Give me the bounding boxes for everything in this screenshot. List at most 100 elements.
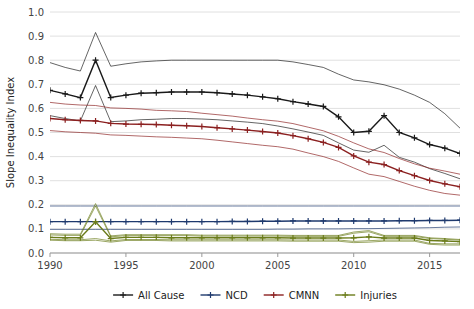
legend-marker: [342, 292, 348, 298]
point: [320, 218, 326, 224]
y-tick-label: 0.5: [28, 127, 44, 138]
series: [50, 204, 460, 245]
point: [305, 235, 311, 241]
axes: 0.00.10.20.30.40.50.60.70.80.91.01990199…: [5, 7, 460, 272]
point: [275, 218, 281, 224]
point: [427, 142, 433, 148]
point: [108, 219, 114, 225]
y-tick-label: 0.1: [28, 223, 44, 234]
legend-item: All Cause: [113, 290, 184, 301]
point: [336, 144, 342, 150]
point: [396, 130, 402, 136]
point: [199, 219, 205, 225]
point: [336, 235, 342, 241]
point: [214, 90, 220, 96]
point: [305, 136, 311, 142]
point: [77, 117, 83, 123]
series-line: [50, 222, 460, 242]
point: [93, 219, 99, 225]
point: [290, 133, 296, 139]
y-tick-label: 0.2: [28, 199, 44, 210]
point: [153, 234, 159, 240]
point: [50, 116, 53, 122]
point: [427, 237, 433, 243]
grid-line: [50, 36, 460, 37]
x-tick-label: 2015: [417, 260, 442, 271]
point: [62, 219, 68, 225]
point: [366, 159, 372, 165]
y-axis-label: Slope Inequality Index: [5, 77, 16, 188]
point: [320, 139, 326, 145]
point: [381, 235, 387, 241]
point: [138, 219, 144, 225]
point: [351, 130, 357, 136]
y-tick-label: 0.7: [28, 79, 44, 90]
x-tick: [201, 253, 202, 257]
point: [77, 235, 83, 241]
point: [457, 239, 460, 245]
point: [123, 121, 129, 127]
point: [320, 235, 326, 241]
legend-marker: [271, 292, 277, 298]
point: [62, 235, 68, 241]
point: [351, 218, 357, 224]
point: [77, 219, 83, 225]
point: [411, 218, 417, 224]
y-tick-label: 0.9: [28, 31, 44, 42]
point: [411, 173, 417, 179]
point: [290, 99, 296, 105]
point: [381, 113, 387, 119]
point: [168, 235, 174, 241]
point: [381, 218, 387, 224]
point: [442, 181, 448, 187]
point: [199, 123, 205, 129]
point: [442, 145, 448, 151]
point: [442, 238, 448, 244]
x-tick-label: 2005: [265, 260, 290, 271]
interval-line: [50, 86, 460, 179]
point: [336, 218, 342, 224]
point: [442, 217, 448, 223]
x-axis-line: [50, 253, 460, 254]
point: [138, 234, 144, 240]
x-tick: [125, 253, 126, 257]
point: [457, 184, 460, 190]
x-tick: [50, 253, 51, 257]
point: [244, 92, 250, 98]
point: [62, 91, 68, 97]
point: [199, 89, 205, 95]
point: [199, 235, 205, 241]
x-tick: [353, 253, 354, 257]
legend-item: CMNN: [264, 290, 320, 301]
point: [260, 235, 266, 241]
grid-line: [50, 253, 460, 254]
plot-area: [50, 32, 460, 245]
point: [184, 235, 190, 241]
legend-label: NCD: [226, 290, 248, 301]
interval-line: [50, 102, 460, 174]
y-tick-label: 0.3: [28, 175, 44, 186]
point: [229, 218, 235, 224]
point: [244, 218, 250, 224]
point: [214, 125, 220, 131]
interval-line: [50, 206, 460, 207]
point: [260, 94, 266, 100]
point: [93, 57, 99, 63]
point: [229, 126, 235, 132]
x-tick-label: 2010: [341, 260, 366, 271]
point: [427, 217, 433, 223]
point: [290, 218, 296, 224]
point: [396, 168, 402, 174]
point: [366, 234, 372, 240]
point: [108, 236, 114, 242]
point: [290, 235, 296, 241]
interval-line: [50, 32, 460, 128]
point: [138, 121, 144, 127]
grid-line: [50, 12, 460, 13]
point: [336, 114, 342, 120]
point: [123, 234, 129, 240]
point: [305, 218, 311, 224]
legend-marker: [208, 292, 214, 298]
point: [396, 218, 402, 224]
legend-item: Injuries: [335, 290, 397, 301]
